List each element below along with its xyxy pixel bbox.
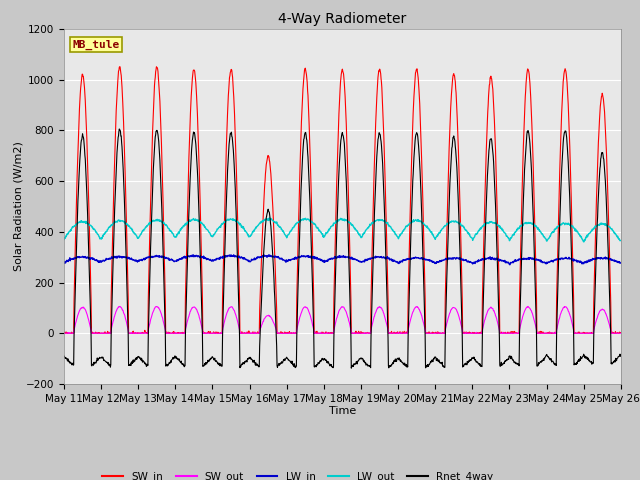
Title: 4-Way Radiometer: 4-Way Radiometer [278, 12, 406, 26]
SW_in [60, 330, 68, 336]
Y-axis label: Solar Radiation (W/m2): Solar Radiation (W/m2) [13, 142, 23, 271]
SW_out [60, 330, 68, 336]
LW_in [60, 261, 68, 266]
Line: SW_in: SW_in [64, 67, 620, 333]
LW_in [502, 260, 509, 265]
SW_out [246, 330, 254, 336]
LW_in [551, 257, 559, 263]
Rnet_4way [616, 353, 624, 359]
Rnet_4way [60, 353, 68, 359]
LW_out [266, 215, 273, 221]
LW_out [502, 231, 509, 237]
SW_in [116, 64, 124, 70]
SW_out [524, 303, 532, 309]
SW_out [502, 330, 509, 336]
SW_out [616, 330, 624, 336]
SW_in [551, 330, 559, 336]
SW_in [429, 330, 437, 336]
LW_out [616, 238, 624, 243]
Rnet_4way [184, 233, 192, 239]
SW_out [551, 330, 559, 336]
SW_out [429, 330, 436, 336]
LW_in [246, 259, 254, 264]
SW_in [61, 330, 68, 336]
SW_in [616, 330, 624, 336]
LW_out [170, 233, 178, 239]
SW_in [171, 330, 179, 336]
LW_in [616, 260, 624, 266]
Text: MB_tule: MB_tule [72, 39, 120, 49]
Line: SW_out: SW_out [64, 306, 620, 333]
LW_in [170, 259, 178, 264]
LW_out [246, 233, 254, 239]
LW_out [580, 239, 588, 245]
SW_in [185, 170, 193, 176]
SW_out [171, 330, 179, 336]
LW_out [60, 237, 68, 242]
Rnet_4way [502, 358, 510, 364]
Line: Rnet_4way: Rnet_4way [64, 129, 620, 368]
Rnet_4way [246, 354, 254, 360]
SW_in [247, 330, 255, 336]
Line: LW_out: LW_out [64, 218, 620, 242]
Legend: SW_in, SW_out, LW_in, LW_out, Rnet_4way: SW_in, SW_out, LW_in, LW_out, Rnet_4way [98, 468, 498, 480]
Rnet_4way [171, 355, 179, 360]
LW_out [184, 219, 191, 225]
Rnet_4way [115, 126, 123, 132]
Line: LW_in: LW_in [64, 255, 620, 265]
LW_in [506, 262, 514, 268]
SW_in [502, 330, 510, 336]
Rnet_4way [348, 365, 355, 371]
Rnet_4way [551, 362, 559, 368]
LW_in [227, 252, 235, 258]
LW_in [184, 253, 191, 259]
Rnet_4way [429, 357, 437, 362]
LW_out [551, 226, 559, 232]
LW_in [429, 259, 436, 265]
SW_out [61, 330, 69, 336]
X-axis label: Time: Time [329, 407, 356, 417]
LW_out [429, 232, 436, 238]
SW_out [184, 315, 192, 321]
